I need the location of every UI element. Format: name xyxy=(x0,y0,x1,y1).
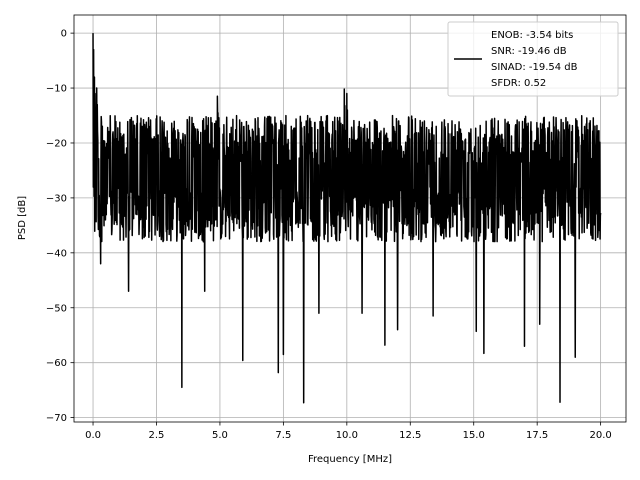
y-tick-label: −30 xyxy=(46,193,67,204)
y-axis-label: PSD [dB] xyxy=(17,196,28,240)
legend-entry-sfdr: SFDR: 0.52 xyxy=(491,78,546,89)
y-tick-label: −20 xyxy=(46,138,67,149)
y-tick-label: −40 xyxy=(46,248,67,259)
x-tick-label: 10.0 xyxy=(336,430,358,441)
y-tick-label: −10 xyxy=(46,84,67,95)
legend-entry-snr: SNR: -19.46 dB xyxy=(491,46,567,57)
legend-entry-enob: ENOB: -3.54 bits xyxy=(491,30,573,41)
x-tick-label: 15.0 xyxy=(463,430,485,441)
x-tick-label: 2.5 xyxy=(149,430,165,441)
x-tick-label: 5.0 xyxy=(212,430,228,441)
x-tick-label: 7.5 xyxy=(275,430,291,441)
psd-series-line xyxy=(92,33,602,404)
legend-entry-sinad: SINAD: -19.54 dB xyxy=(491,62,578,73)
y-axis-ticks: 0 −10 −20 −30 −40 −50 −60 −70 xyxy=(46,29,74,424)
plot-area xyxy=(92,33,602,404)
y-tick-label: −50 xyxy=(46,303,67,314)
y-tick-label: −60 xyxy=(46,358,67,369)
y-tick-label: 0 xyxy=(61,29,67,40)
x-tick-label: 17.5 xyxy=(526,430,548,441)
y-tick-label: −70 xyxy=(46,413,67,424)
plot-frame xyxy=(73,14,627,423)
x-tick-label: 12.5 xyxy=(399,430,421,441)
legend-box xyxy=(447,21,619,97)
x-tick-label: 0.0 xyxy=(85,430,101,441)
legend: ENOB: -3.54 bits SNR: -19.46 dB SINAD: -… xyxy=(447,21,619,97)
x-axis-label: Frequency [MHz] xyxy=(308,454,392,465)
x-axis-ticks: 0.0 2.5 5.0 7.5 10.0 12.5 15.0 17.5 20.0 xyxy=(85,422,612,441)
x-tick-label: 20.0 xyxy=(589,430,611,441)
